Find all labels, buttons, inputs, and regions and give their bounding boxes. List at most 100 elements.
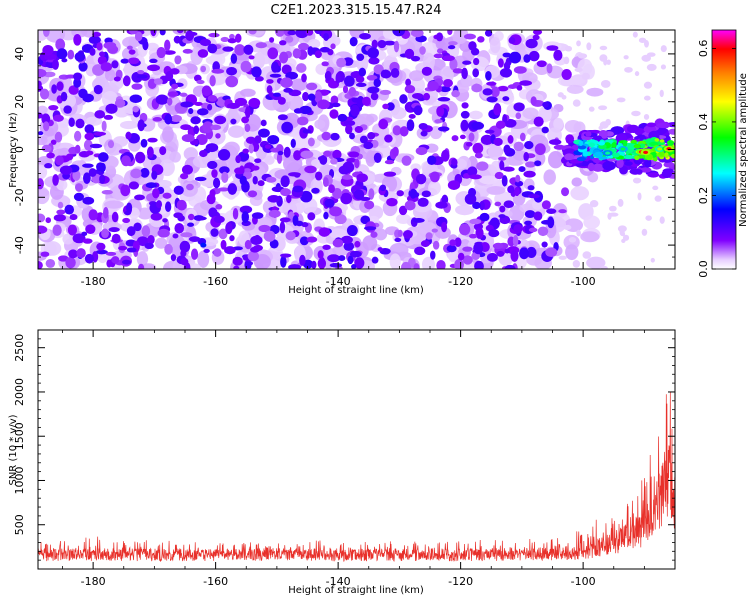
heatmap-blob bbox=[351, 263, 357, 269]
heatmap-blob bbox=[271, 61, 279, 73]
heatmap-blob bbox=[373, 152, 382, 163]
heatmap-blob bbox=[358, 67, 367, 77]
colorbar: 0.0 0.2 0.4 0.6 Normalized spectral amplitu… bbox=[697, 29, 749, 278]
heatmap-speck bbox=[581, 72, 590, 81]
heatmap-blob bbox=[546, 208, 557, 214]
heatmap-blob bbox=[512, 235, 519, 247]
heatmap-blob bbox=[528, 227, 538, 233]
heatmap-blob bbox=[120, 184, 131, 197]
signal-blob bbox=[578, 140, 584, 147]
signal-halo bbox=[565, 134, 575, 144]
heatmap-speck bbox=[599, 121, 609, 129]
heatmap-blob bbox=[350, 104, 360, 117]
y-tick-label: 1000 bbox=[13, 466, 26, 494]
chart-title: C2E1.2023.315.15.47.R24 bbox=[270, 3, 441, 18]
heatmap-blob bbox=[394, 237, 402, 242]
heatmap-blob bbox=[43, 121, 50, 132]
heatmap-blob bbox=[157, 228, 170, 238]
colorbar-tick-label: 0.4 bbox=[697, 113, 710, 131]
heatmap-blob bbox=[72, 169, 81, 181]
heatmap-blob bbox=[173, 185, 184, 195]
heatmap-blob bbox=[299, 190, 313, 203]
heatmap-blob bbox=[536, 60, 547, 68]
heatmap-speck bbox=[646, 63, 657, 71]
signal-blob bbox=[667, 140, 674, 147]
heatmap-blob bbox=[240, 60, 252, 73]
heatmap-halo bbox=[440, 66, 454, 84]
heatmap-blob bbox=[331, 102, 341, 108]
heatmap-blob bbox=[218, 228, 228, 240]
heatmap-blob bbox=[95, 249, 108, 255]
signal-halo bbox=[640, 167, 652, 173]
heatmap-blob bbox=[128, 181, 140, 190]
heatmap-blob bbox=[321, 131, 331, 141]
heatmap-blob bbox=[347, 151, 360, 158]
heatmap-blob bbox=[277, 114, 288, 121]
heatmap-blob bbox=[370, 92, 379, 101]
heatmap-blob bbox=[317, 155, 328, 162]
heatmap-blob bbox=[558, 209, 567, 214]
heatmap-blob bbox=[99, 162, 106, 173]
heatmap-blob bbox=[421, 66, 433, 76]
heatmap-blob bbox=[51, 84, 57, 94]
heatmap-blob bbox=[479, 200, 485, 211]
heatmap-blob bbox=[180, 257, 189, 266]
heatmap-blob bbox=[258, 128, 270, 138]
heatmap-blob bbox=[254, 76, 264, 82]
heatmap-blob bbox=[530, 96, 537, 106]
heatmap-blob bbox=[343, 241, 355, 251]
y-tick-label: 2000 bbox=[13, 378, 26, 406]
heatmap-blob bbox=[401, 155, 412, 166]
heatmap-blob bbox=[129, 94, 143, 104]
heatmap-halo bbox=[566, 84, 584, 94]
heatmap-blob bbox=[50, 139, 57, 145]
heatmap-halo bbox=[136, 251, 149, 267]
heatmap-blob bbox=[250, 246, 260, 253]
heatmap-blob bbox=[541, 241, 548, 248]
heatmap-blob bbox=[293, 150, 302, 161]
heatmap-blob bbox=[147, 234, 155, 245]
heatmap-blob bbox=[267, 135, 280, 145]
heatmap-blob bbox=[279, 51, 289, 64]
heatmap-blob bbox=[290, 138, 296, 149]
heatmap-halo bbox=[409, 70, 425, 82]
signal-halo bbox=[585, 131, 592, 137]
heatmap-blob bbox=[103, 41, 117, 50]
heatmap-blob bbox=[224, 246, 236, 255]
heatmap-speck bbox=[561, 94, 567, 100]
heatmap-blob bbox=[324, 198, 335, 208]
heatmap-blob bbox=[436, 259, 446, 269]
heatmap-blob bbox=[74, 144, 81, 154]
heatmap-blob bbox=[323, 32, 329, 41]
heatmap-blob bbox=[39, 88, 50, 100]
heatmap-blob bbox=[524, 141, 534, 150]
heatmap-blob bbox=[360, 215, 371, 225]
heatmap-blob bbox=[419, 46, 426, 55]
signal-halo bbox=[663, 161, 675, 168]
heatmap-blob bbox=[209, 75, 216, 87]
signal-blob bbox=[633, 144, 641, 149]
heatmap-blob bbox=[548, 139, 562, 145]
heatmap-blob bbox=[205, 143, 219, 153]
heatmap-blob bbox=[384, 134, 393, 143]
heatmap-blob bbox=[185, 30, 195, 41]
heatmap-blob bbox=[73, 192, 84, 202]
heatmap-blob bbox=[127, 45, 133, 50]
heatmap-blob bbox=[319, 256, 325, 267]
heatmap-speck bbox=[617, 225, 627, 233]
heatmap-blob bbox=[220, 239, 227, 250]
heatmap-blob bbox=[501, 175, 508, 187]
heatmap-speck bbox=[563, 224, 572, 230]
heatmap-blob bbox=[510, 250, 519, 262]
heatmap-blob bbox=[96, 242, 106, 251]
heatmap-halo bbox=[488, 143, 503, 161]
heatmap-blob bbox=[347, 255, 354, 265]
heatmap-halo bbox=[571, 177, 583, 187]
heatmap-halo bbox=[162, 126, 174, 143]
heatmap-speck bbox=[616, 97, 626, 103]
heatmap-blob bbox=[199, 38, 212, 47]
heatmap-blob bbox=[392, 146, 399, 157]
heatmap-blob bbox=[215, 133, 221, 139]
heatmap-blob bbox=[225, 75, 239, 88]
heatmap-blob bbox=[441, 149, 450, 162]
